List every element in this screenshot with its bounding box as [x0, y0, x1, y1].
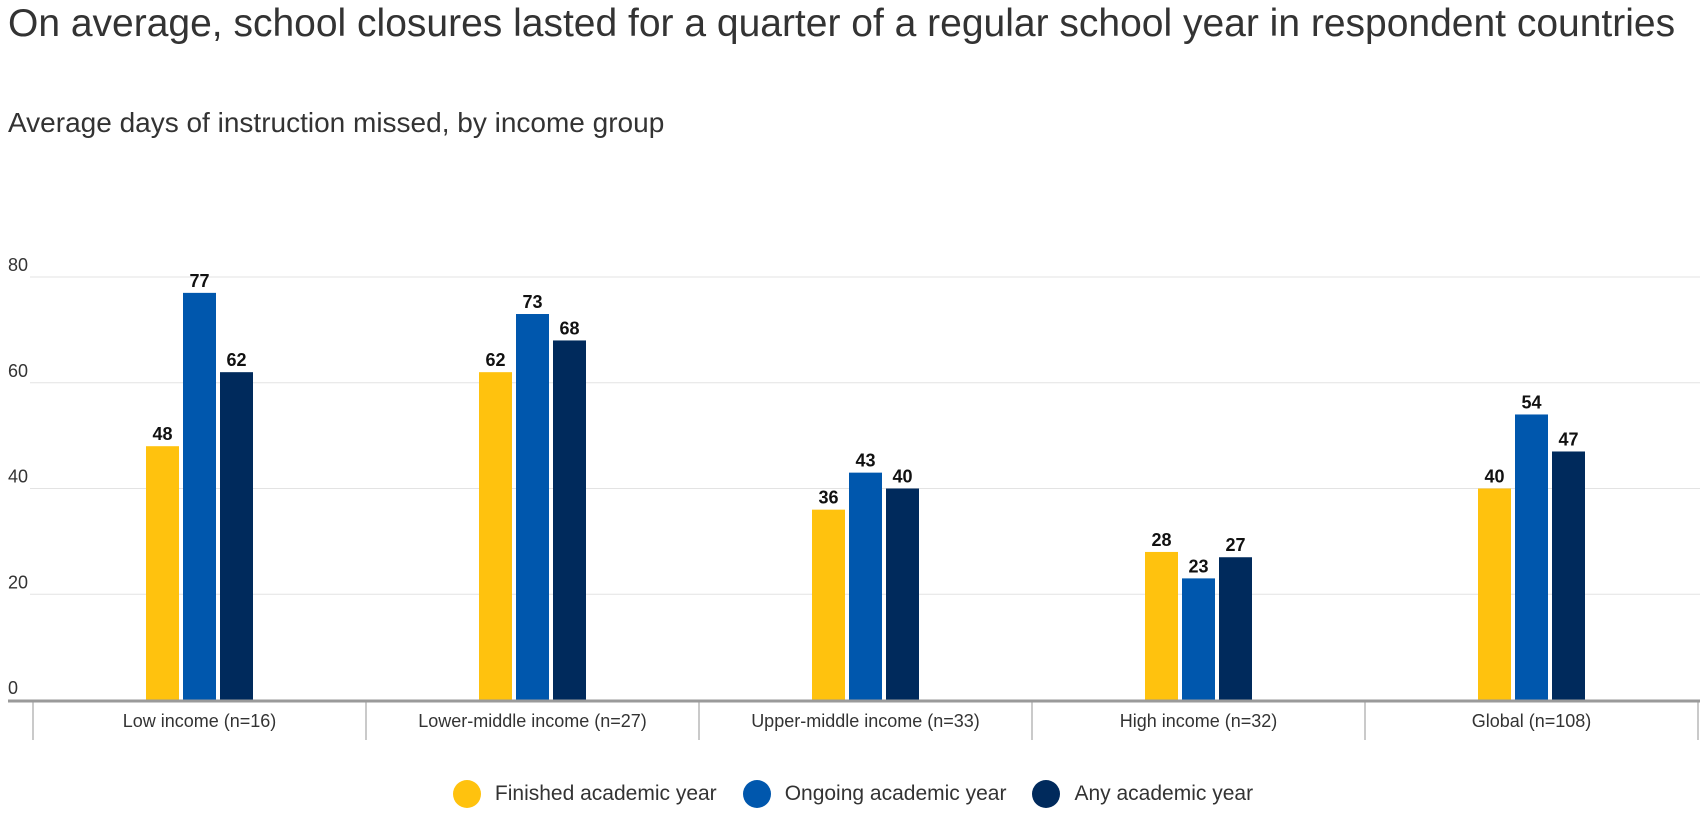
y-tick-label: 40: [8, 467, 28, 487]
legend-label: Finished academic year: [494, 782, 717, 805]
data-label: 62: [485, 350, 505, 370]
bar[interactable]: [886, 488, 919, 701]
bar[interactable]: [516, 314, 549, 700]
bar[interactable]: [220, 372, 253, 700]
data-label: 36: [818, 488, 838, 508]
data-label: 28: [1151, 530, 1171, 550]
data-label: 23: [1188, 556, 1208, 576]
bar[interactable]: [1478, 488, 1511, 701]
data-label: 73: [522, 292, 542, 312]
bar[interactable]: [1182, 578, 1215, 700]
data-label: 27: [1225, 535, 1245, 555]
bar[interactable]: [812, 509, 845, 700]
data-label: 43: [855, 451, 875, 471]
y-tick-label: 60: [8, 361, 28, 381]
data-label: 54: [1521, 392, 1541, 412]
data-labels: 48 77 62 62 73 68 36 43 40 28 23 27 40 54 47: [152, 271, 1578, 577]
data-label: 40: [1484, 467, 1504, 487]
legend-item-ongoing[interactable]: Ongoing academic year: [742, 780, 1007, 808]
legend: Finished academic year Ongoing academic …: [0, 780, 1706, 808]
y-axis-ticks: 0 20 40 60 80: [8, 255, 28, 698]
legend-item-finished[interactable]: Finished academic year: [452, 780, 717, 808]
chart-title: On average, school closures lasted for a…: [8, 2, 1676, 45]
x-tick-label: Global (n=108): [1472, 711, 1592, 731]
bar[interactable]: [553, 340, 586, 700]
y-tick-label: 20: [8, 572, 28, 592]
legend-label: Ongoing academic year: [784, 782, 1007, 805]
y-tick-label: 0: [8, 678, 18, 698]
data-label: 68: [559, 318, 579, 338]
bars: [146, 292, 1585, 701]
x-axis: Low income (n=16) Lower-middle income (n=…: [8, 699, 1700, 740]
legend-swatch: [452, 780, 481, 808]
bar[interactable]: [183, 292, 216, 700]
legend-swatch: [742, 780, 771, 808]
x-tick-label: Lower-middle income (n=27): [418, 711, 647, 731]
bar[interactable]: [479, 372, 512, 700]
data-label: 77: [189, 271, 209, 291]
data-label: 48: [152, 424, 172, 444]
x-tick-label: High income (n=32): [1120, 711, 1278, 731]
legend-item-any[interactable]: Any academic year: [1032, 780, 1253, 808]
x-tick-label: Upper-middle income (n=33): [751, 711, 980, 731]
bar[interactable]: [146, 446, 179, 700]
x-tick-label: Low income (n=16): [123, 711, 277, 731]
bar[interactable]: [849, 472, 882, 700]
legend-label: Any academic year: [1074, 782, 1254, 805]
legend-swatch: [1032, 780, 1061, 808]
bar-chart: 0 20 40 60 80 48 77 62 62 73 68 36 43 40 28 23 27 40 54 47…: [8, 255, 1700, 740]
data-label: 62: [226, 350, 246, 370]
data-label: 47: [1558, 429, 1578, 449]
bar[interactable]: [1552, 451, 1585, 700]
bar[interactable]: [1515, 414, 1548, 700]
y-tick-label: 80: [8, 255, 28, 275]
bar[interactable]: [1219, 557, 1252, 700]
bar[interactable]: [1145, 551, 1178, 700]
data-label: 40: [892, 467, 912, 487]
chart-subtitle: Average days of instruction missed, by i…: [8, 107, 665, 138]
